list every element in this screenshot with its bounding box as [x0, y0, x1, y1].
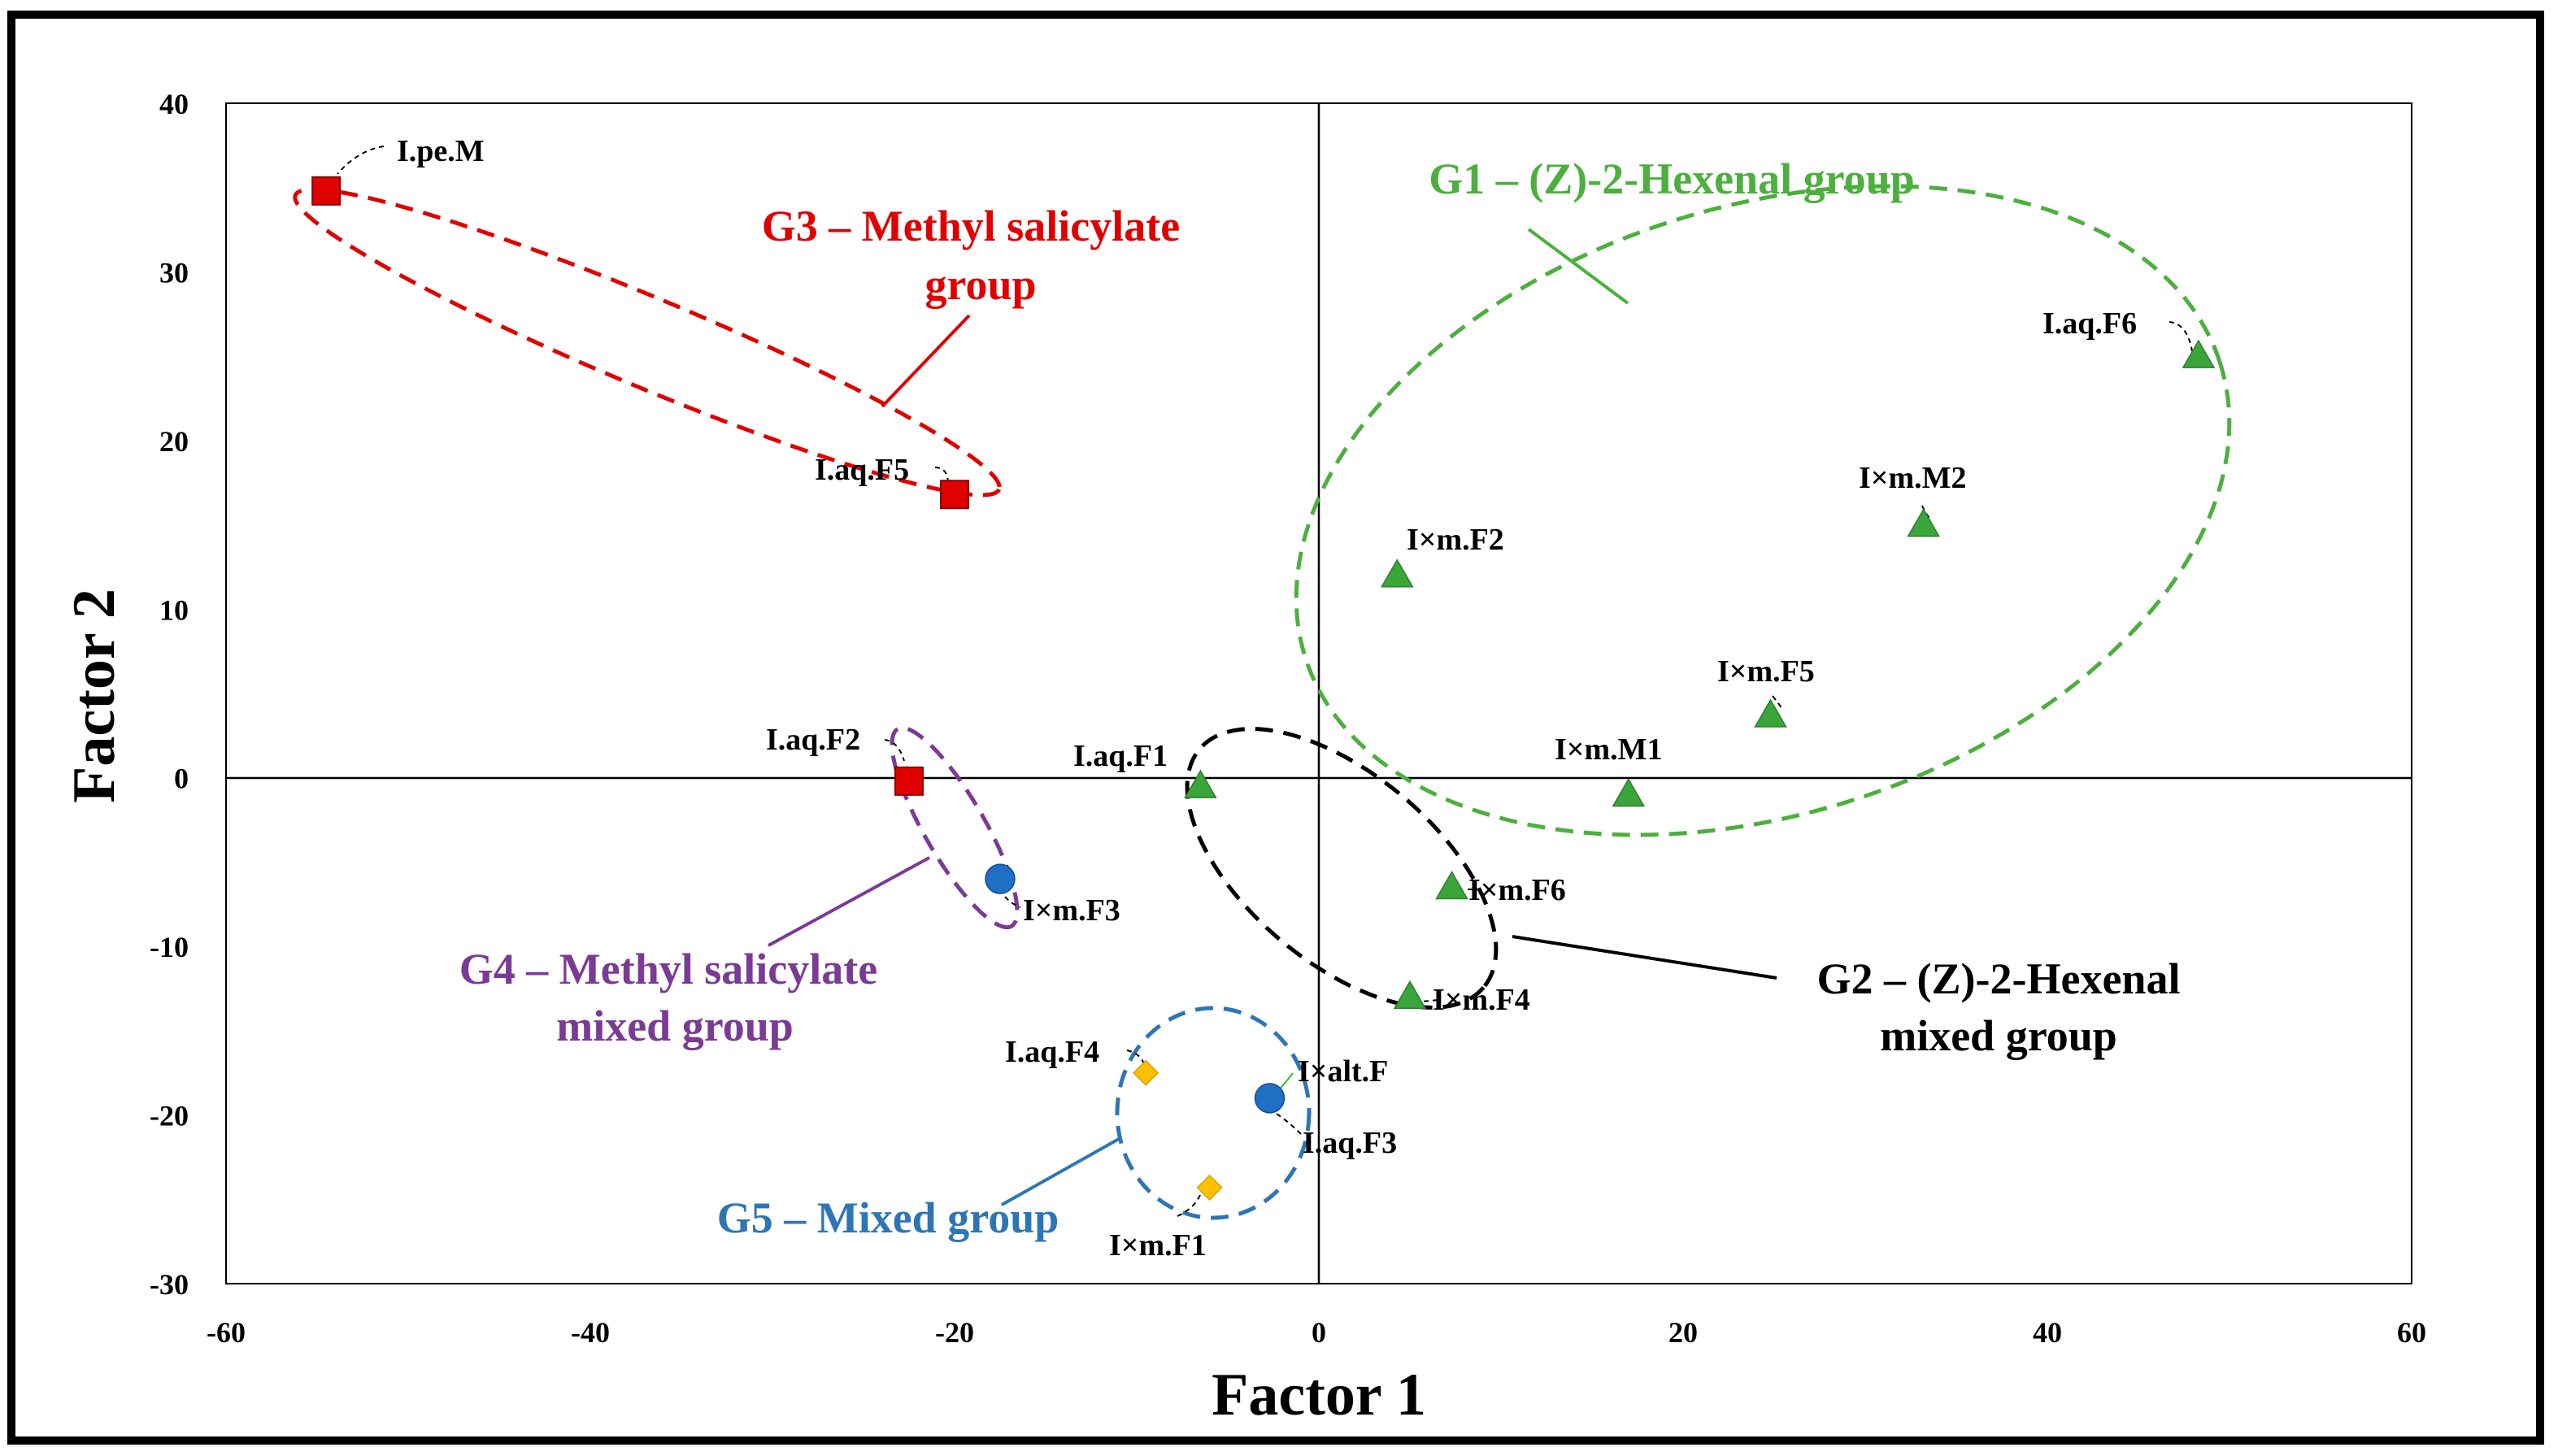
- data-point-marker: [985, 863, 1016, 894]
- g1-callout-line: [1527, 228, 1629, 305]
- x-axis-title: Factor 1: [1212, 1362, 1426, 1428]
- x-tick-label: 40: [2033, 1316, 2062, 1349]
- g2-ellipse: [1185, 727, 1499, 1010]
- x-tick-label: 0: [1312, 1316, 1326, 1349]
- point-label: I.aq.F2: [766, 723, 860, 757]
- leader-imf5: [1772, 695, 1783, 710]
- g4-label-line1: G4 – Methyl salicylate: [459, 945, 877, 993]
- point-label: I×m.M2: [1859, 461, 1966, 495]
- g3-label-line2: group: [924, 260, 1036, 309]
- figure-frame: [7, 11, 2544, 1445]
- point-label: I.pe.M: [397, 134, 485, 168]
- point-label: I×m.F1: [1109, 1228, 1207, 1263]
- data-point-marker: [1254, 1083, 1286, 1114]
- leader-iaqf2: [884, 739, 905, 762]
- point-labels: I.pe.M I.aq.F5 I.aq.F2 I×m.F3 I.aq.F1 I×…: [397, 134, 2137, 1263]
- g5-ellipse: [1115, 1006, 1312, 1220]
- leader-imm2: [1921, 505, 1931, 519]
- g5-label: G5 – Mixed group: [717, 1193, 1059, 1242]
- data-point-marker: [1435, 871, 1468, 900]
- point-label: I×m.F4: [1433, 983, 1530, 1017]
- leader-iaqf5: [934, 467, 949, 483]
- y-tick-label: 40: [159, 88, 189, 120]
- axis-ticks: -60 -40 -20 0 20 40 60 -30 -20 -10 0 10 20 30 40: [150, 88, 2426, 1349]
- x-tick-label: -20: [935, 1316, 974, 1349]
- point-label: I×alt.F: [1298, 1054, 1388, 1089]
- data-point-marker: [1184, 769, 1217, 798]
- leader-iaqf4: [1126, 1050, 1146, 1067]
- data-point-marker: [1196, 1174, 1223, 1201]
- g2-label-line1: G2 – (Z)-2-Hexenal: [1817, 954, 2181, 1003]
- leader-imf3: [1004, 896, 1021, 908]
- point-label: I.aq.F1: [1073, 739, 1168, 773]
- leader-ipem: [337, 146, 385, 175]
- point-label: I×m.F5: [1717, 654, 1815, 689]
- x-tick-label: 60: [2397, 1316, 2426, 1349]
- data-point-marker: [1393, 980, 1427, 1010]
- point-label: I×m.F6: [1468, 873, 1566, 907]
- leader-iaqf3: [1276, 1113, 1302, 1135]
- data-point-marker: [2182, 339, 2216, 368]
- g4-label-line2: mixed group: [556, 1002, 794, 1050]
- g2-label-line2: mixed group: [1880, 1011, 2117, 1060]
- data-point-marker: [1133, 1059, 1159, 1086]
- data-point-marker: [1907, 508, 1940, 537]
- g5-callout-line: [1001, 1137, 1120, 1206]
- data-point-marker: [1754, 698, 1787, 728]
- y-axis-title: Factor 2: [61, 589, 128, 803]
- g3-callout-line: [881, 314, 971, 408]
- leader-imf1: [1177, 1194, 1201, 1217]
- data-point-marker: [1612, 777, 1646, 807]
- data-point-marker: [1381, 558, 1414, 588]
- data-point-marker: [894, 766, 924, 796]
- g3-label-line1: G3 – Methyl salicylate: [762, 202, 1180, 250]
- point-label: I×m.M1: [1555, 732, 1662, 767]
- y-tick-label: -30: [150, 1268, 189, 1301]
- g4-callout-line: [768, 856, 930, 947]
- leader-iaqf6: [2169, 321, 2193, 352]
- data-point-marker: [940, 480, 969, 510]
- x-tick-label: -60: [207, 1316, 246, 1349]
- point-label: I.aq.F4: [1005, 1035, 1099, 1069]
- y-tick-label: -10: [150, 931, 189, 963]
- point-label: I.aq.F3: [1303, 1126, 1397, 1160]
- x-tick-label: -40: [571, 1316, 610, 1349]
- point-label: I.aq.F5: [815, 453, 909, 487]
- g4-ellipse: [890, 725, 1020, 930]
- g1-ellipse: [1294, 184, 2232, 837]
- g1-label: G1 – (Z)-2-Hexenal group: [1429, 154, 1914, 203]
- data-point-marker: [311, 176, 342, 206]
- x-tick-label: 20: [1668, 1316, 1698, 1349]
- y-tick-label: 10: [159, 593, 189, 626]
- leader-lines: [337, 146, 2193, 1217]
- y-tick-label: 0: [174, 763, 189, 795]
- y-tick-label: -20: [150, 1100, 189, 1132]
- point-label: I×m.F3: [1023, 893, 1120, 928]
- point-label: I.aq.F6: [2042, 306, 2137, 341]
- y-tick-label: 30: [159, 256, 189, 289]
- y-tick-label: 20: [159, 425, 189, 458]
- data-markers: [311, 176, 2216, 1201]
- g2-callout-line: [1512, 935, 1777, 980]
- point-label: I×m.F2: [1407, 523, 1504, 557]
